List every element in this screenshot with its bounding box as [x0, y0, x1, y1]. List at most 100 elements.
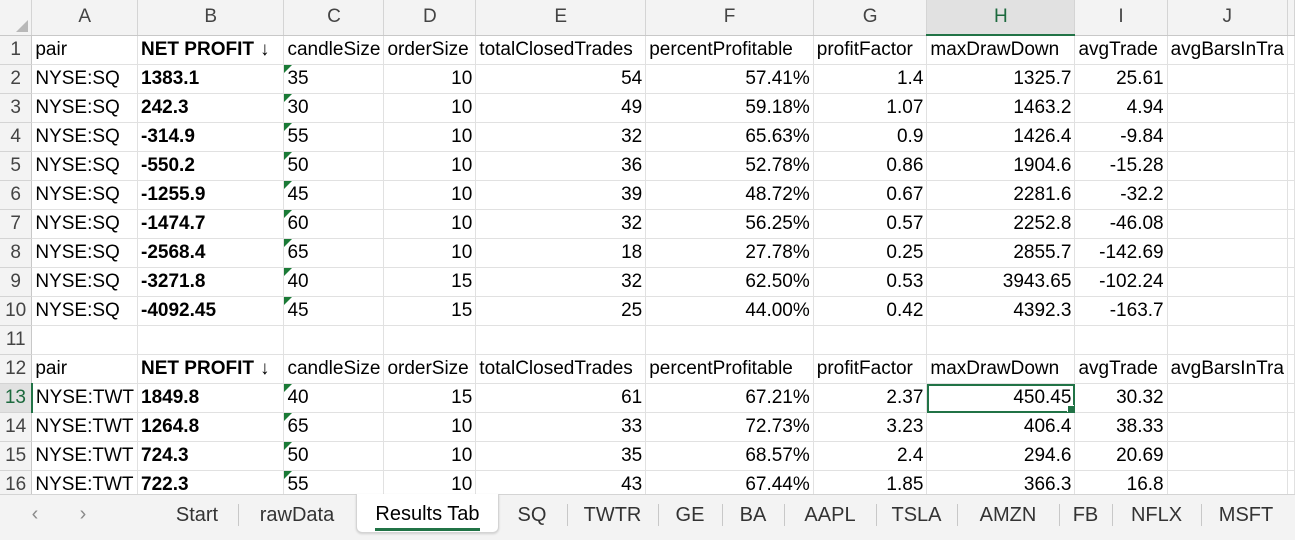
cell-i14[interactable]: 38.33 — [1074, 412, 1168, 442]
cell-a14[interactable]: NYSE:TWT — [31, 412, 139, 442]
cell-a9[interactable]: NYSE:SQ — [31, 267, 139, 297]
cell-overflow[interactable] — [1287, 267, 1295, 297]
cell-g4[interactable]: 0.9 — [813, 122, 928, 152]
cell-f13[interactable]: 67.21% — [645, 383, 814, 413]
cell-overflow[interactable] — [1287, 238, 1295, 268]
cell-g16[interactable]: 1.85 — [813, 470, 928, 494]
cell-g15[interactable]: 2.4 — [813, 441, 928, 471]
tab-fb[interactable]: FB — [1059, 495, 1112, 533]
cell-j5[interactable] — [1167, 151, 1289, 181]
cell-d2[interactable]: 10 — [383, 64, 477, 94]
cell-a16[interactable]: NYSE:TWT — [31, 470, 139, 494]
cell-h6[interactable]: 2281.6 — [926, 180, 1076, 210]
cell-d5[interactable]: 10 — [383, 151, 477, 181]
tab-twtr[interactable]: TWTR — [567, 495, 658, 533]
cell-j8[interactable] — [1167, 238, 1289, 268]
cell-a10[interactable]: NYSE:SQ — [31, 296, 139, 326]
cell-i11[interactable] — [1074, 325, 1168, 355]
cell-i9[interactable]: -102.24 — [1074, 267, 1168, 297]
cell-j15[interactable] — [1167, 441, 1289, 471]
row-header-14[interactable]: 14 — [0, 412, 33, 442]
cell-c11[interactable] — [283, 325, 385, 355]
cell-j11[interactable] — [1167, 325, 1289, 355]
cell-c5[interactable]: 50 — [283, 151, 385, 181]
cell-g10[interactable]: 0.42 — [813, 296, 928, 326]
cell-d10[interactable]: 15 — [383, 296, 477, 326]
row-header-11[interactable]: 11 — [0, 325, 33, 355]
cell-f11[interactable] — [645, 325, 814, 355]
cell-j16[interactable] — [1167, 470, 1289, 494]
cell-e16[interactable]: 43 — [475, 470, 647, 494]
cell-i13[interactable]: 30.32 — [1074, 383, 1168, 413]
cell-c4[interactable]: 55 — [283, 122, 385, 152]
cell-g5[interactable]: 0.86 — [813, 151, 928, 181]
cell-d13[interactable]: 15 — [383, 383, 477, 413]
cell-a2[interactable]: NYSE:SQ — [31, 64, 139, 94]
row-header-7[interactable]: 7 — [0, 209, 33, 239]
row-header-15[interactable]: 15 — [0, 441, 33, 471]
cell-e13[interactable]: 61 — [475, 383, 647, 413]
row-header-16[interactable]: 16 — [0, 470, 33, 494]
cell-g9[interactable]: 0.53 — [813, 267, 928, 297]
cell-a3[interactable]: NYSE:SQ — [31, 93, 139, 123]
cell-e2[interactable]: 54 — [475, 64, 647, 94]
tab-tsla[interactable]: TSLA — [876, 495, 957, 533]
cell-b13[interactable]: 1849.8 — [137, 383, 285, 413]
tab-sq[interactable]: SQ — [497, 495, 567, 533]
tab-ba[interactable]: BA — [722, 495, 784, 533]
cell-i3[interactable]: 4.94 — [1074, 93, 1168, 123]
column-header-d[interactable]: D — [383, 0, 477, 36]
cell-f4[interactable]: 65.63% — [645, 122, 814, 152]
tab-results-tab[interactable]: Results Tab — [356, 494, 499, 533]
cell-a12[interactable]: pair — [31, 354, 139, 384]
cell-h16[interactable]: 366.3 — [926, 470, 1076, 494]
cell-overflow[interactable] — [1287, 64, 1295, 94]
cell-e4[interactable]: 32 — [475, 122, 647, 152]
cell-a8[interactable]: NYSE:SQ — [31, 238, 139, 268]
cell-e9[interactable]: 32 — [475, 267, 647, 297]
cell-d14[interactable]: 10 — [383, 412, 477, 442]
row-header-8[interactable]: 8 — [0, 238, 33, 268]
cell-b8[interactable]: -2568.4 — [137, 238, 285, 268]
cell-h7[interactable]: 2252.8 — [926, 209, 1076, 239]
cell-a4[interactable]: NYSE:SQ — [31, 122, 139, 152]
row-header-1[interactable]: 1 — [0, 35, 33, 65]
cell-h15[interactable]: 294.6 — [926, 441, 1076, 471]
cell-overflow[interactable] — [1287, 354, 1295, 384]
cell-overflow[interactable] — [1287, 93, 1295, 123]
cell-h14[interactable]: 406.4 — [926, 412, 1076, 442]
cell-overflow[interactable] — [1287, 122, 1295, 152]
cell-j4[interactable] — [1167, 122, 1289, 152]
column-header-a[interactable]: A — [31, 0, 139, 36]
cell-c15[interactable]: 50 — [283, 441, 385, 471]
chevron-left-icon[interactable]: ‹ — [31, 503, 39, 525]
chevron-right-icon[interactable]: › — [79, 503, 87, 525]
cell-b7[interactable]: -1474.7 — [137, 209, 285, 239]
row-header-5[interactable]: 5 — [0, 151, 33, 181]
cell-overflow[interactable] — [1287, 209, 1295, 239]
row-header-12[interactable]: 12 — [0, 354, 33, 384]
cell-b5[interactable]: -550.2 — [137, 151, 285, 181]
tab-rawdata[interactable]: rawData — [238, 495, 356, 533]
cell-d9[interactable]: 15 — [383, 267, 477, 297]
tab-start[interactable]: Start — [158, 495, 236, 533]
tab-aapl[interactable]: AAPL — [784, 495, 876, 533]
row-header-3[interactable]: 3 — [0, 93, 33, 123]
cell-b4[interactable]: -314.9 — [137, 122, 285, 152]
cell-i4[interactable]: -9.84 — [1074, 122, 1168, 152]
cell-j14[interactable] — [1167, 412, 1289, 442]
cell-overflow[interactable] — [1287, 151, 1295, 181]
row-header-10[interactable]: 10 — [0, 296, 33, 326]
cell-j7[interactable] — [1167, 209, 1289, 239]
cell-g8[interactable]: 0.25 — [813, 238, 928, 268]
cell-d7[interactable]: 10 — [383, 209, 477, 239]
cell-c9[interactable]: 40 — [283, 267, 385, 297]
cell-h5[interactable]: 1904.6 — [926, 151, 1076, 181]
fill-handle[interactable] — [1067, 405, 1074, 412]
cell-f1[interactable]: percentProfitable — [645, 35, 814, 65]
cell-d8[interactable]: 10 — [383, 238, 477, 268]
cell-f5[interactable]: 52.78% — [645, 151, 814, 181]
cell-g6[interactable]: 0.67 — [813, 180, 928, 210]
cell-g11[interactable] — [813, 325, 928, 355]
